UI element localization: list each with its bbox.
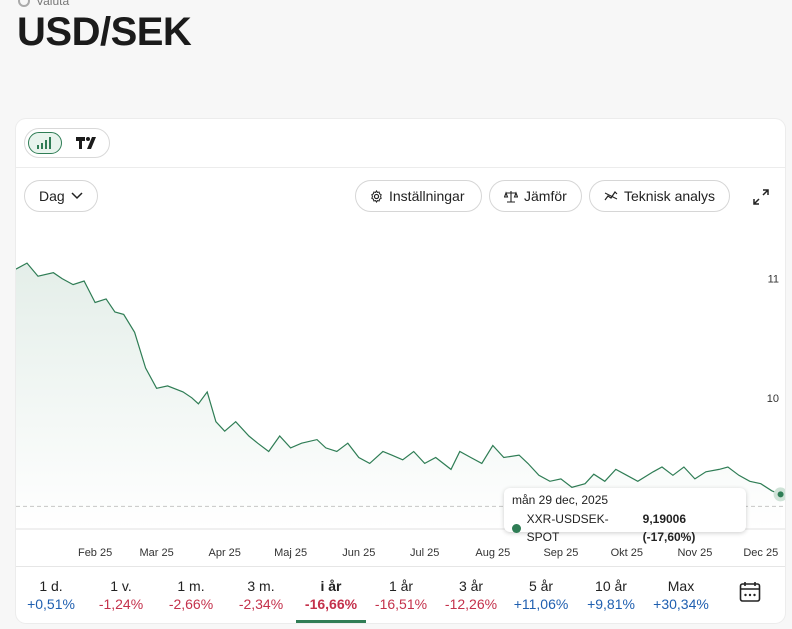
- tooltip-series: XXR-USDSEK-SPOT: [526, 512, 609, 544]
- x-tick-label: Maj 25: [274, 547, 307, 559]
- period-change: -2,34%: [238, 596, 284, 612]
- chart-tooltip: mån 29 dec, 2025 XXR-USDSEK-SPOT 9,19006…: [504, 488, 746, 544]
- x-tick-label: Jul 25: [410, 547, 439, 559]
- period-change: -12,26%: [444, 596, 498, 612]
- interval-label: Dag: [39, 188, 65, 204]
- page-title: USD/SEK: [17, 10, 192, 54]
- period-tab[interactable]: 1 m. -2,66%: [156, 567, 226, 623]
- calendar-icon[interactable]: [739, 581, 761, 603]
- period-label: Max: [667, 578, 695, 594]
- chevron-down-icon: [71, 192, 83, 200]
- period-selector: 1 d. +0,51% 1 v. -1,24% 1 m. -2,66% 3 m. -2,34%…: [16, 566, 785, 623]
- tradingview-logo-icon: [76, 137, 96, 149]
- x-tick-label: Mar 25: [139, 547, 173, 559]
- y-tick-label: 10: [767, 393, 779, 405]
- period-tab[interactable]: 1 d. +0,51%: [16, 567, 86, 623]
- period-change: -2,66%: [168, 596, 214, 612]
- period-label: 1 d.: [39, 578, 63, 594]
- period-tab[interactable]: 1 år -16,51%: [366, 567, 436, 623]
- y-tick-label: 11: [768, 274, 779, 286]
- trend-line-icon: [604, 191, 618, 201]
- period-change: +9,81%: [587, 596, 635, 612]
- period-tab[interactable]: 3 år -12,26%: [436, 567, 506, 623]
- series-area: [16, 263, 781, 529]
- x-tick-label: Sep 25: [543, 547, 578, 559]
- period-label: 3 år: [458, 578, 484, 594]
- period-tab[interactable]: 10 år +9,81%: [576, 567, 646, 623]
- period-tab[interactable]: 5 år +11,06%: [506, 567, 576, 623]
- breadcrumb-label: Valuta: [36, 0, 70, 8]
- gear-icon: [371, 189, 382, 203]
- bar-signal-icon: [37, 137, 51, 149]
- period-tab[interactable]: i år -16,66%: [296, 567, 366, 623]
- chart-card: Dag Inställningar Jämför Teknisk analys: [16, 119, 785, 623]
- period-label: 1 år: [388, 578, 414, 594]
- period-tab[interactable]: Max +30,34%: [646, 567, 716, 623]
- area-chart-option[interactable]: [28, 132, 62, 154]
- period-label: i år: [320, 578, 342, 594]
- settings-button[interactable]: Inställningar: [355, 180, 482, 212]
- x-tick-label: Nov 25: [677, 547, 712, 559]
- period-change: +0,51%: [27, 596, 75, 612]
- compare-label: Jämför: [524, 188, 567, 204]
- period-tab[interactable]: 1 v. -1,24%: [86, 567, 156, 623]
- x-tick-label: Dec 25: [743, 547, 778, 559]
- x-tick-label: Feb 25: [78, 547, 112, 559]
- period-label: 3 m.: [247, 578, 275, 594]
- x-tick-label: Aug 25: [475, 547, 510, 559]
- period-change: -16,51%: [374, 596, 428, 612]
- period-change: -1,24%: [98, 596, 144, 612]
- scale-icon: [504, 190, 518, 203]
- series-dot-icon: [512, 523, 521, 533]
- period-label: 1 v.: [110, 578, 132, 594]
- series-line: [16, 262, 781, 495]
- period-change: +11,06%: [513, 596, 569, 612]
- interval-dropdown[interactable]: Dag: [24, 180, 98, 212]
- period-label: 10 år: [595, 578, 627, 594]
- tooltip-value: 9,19006 (-17,60%): [642, 512, 696, 544]
- toolbar-divider: [16, 167, 785, 168]
- compare-button[interactable]: Jämför: [489, 180, 582, 212]
- category-icon: [18, 0, 30, 7]
- expand-icon[interactable]: [751, 187, 771, 207]
- breadcrumb[interactable]: Valuta: [18, 0, 69, 8]
- tooltip-date: mån 29 dec, 2025: [512, 493, 609, 507]
- settings-label: Inställningar: [389, 188, 465, 204]
- technical-analysis-button[interactable]: Teknisk analys: [589, 180, 731, 212]
- x-tick-label: Okt 25: [611, 547, 643, 559]
- current-point: [777, 491, 784, 498]
- period-change: -16,66%: [304, 596, 358, 612]
- period-tab[interactable]: 3 m. -2,34%: [226, 567, 296, 623]
- period-label: 1 m.: [177, 578, 205, 594]
- technical-analysis-label: Teknisk analys: [624, 188, 716, 204]
- tradingview-option[interactable]: [70, 132, 104, 154]
- x-tick-label: Jun 25: [342, 547, 375, 559]
- chart-style-toggle: [24, 128, 110, 158]
- x-tick-label: Apr 25: [208, 547, 240, 559]
- period-label: 5 år: [528, 578, 554, 594]
- period-change: +30,34%: [653, 596, 709, 612]
